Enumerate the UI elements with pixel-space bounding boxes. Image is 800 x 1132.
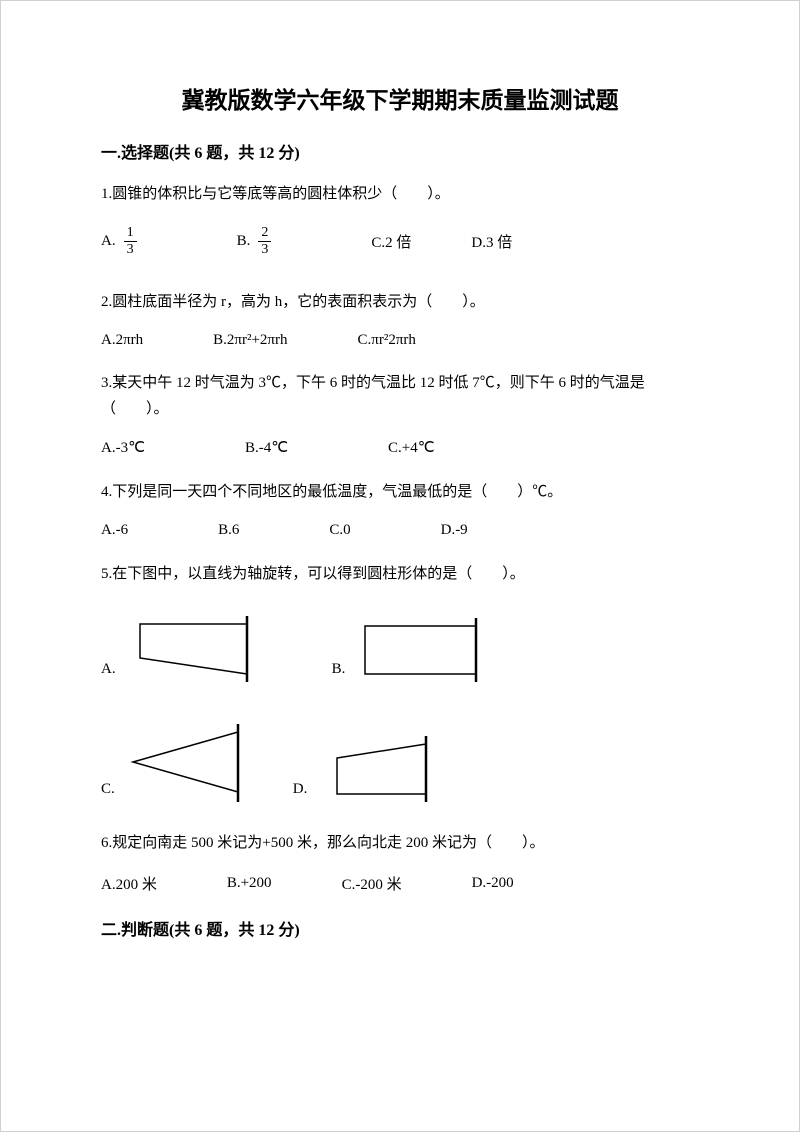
q1-option-c: C.2 倍 [371,231,411,252]
q5-shape-a: A. [101,616,252,682]
q1-option-a: A. 1 3 [101,226,137,257]
q1-options: A. 1 3 B. 2 3 C.2 倍 D.3 倍 [101,226,699,257]
q2-option-a: A.2πrh [101,332,143,349]
q6-option-d: D.-200 [472,875,514,892]
fraction-1-3: 1 3 [124,226,137,257]
q3-option-b: B.-4℃ [245,438,288,457]
q6-text: 6.规定向南走 500 米记为+500 米，那么向北走 200 米记为（ ）。 [101,830,699,857]
q3-option-a: A.-3℃ [101,438,145,457]
q6-option-c: C.-200 米 [342,873,402,894]
page-title: 冀教版数学六年级下学期期末质量监测试题 [101,81,699,115]
fraction-den: 3 [124,242,137,257]
fraction-2-3: 2 3 [258,226,271,257]
q4-option-c: C.0 [329,522,350,539]
q3-option-c: C.+4℃ [388,438,435,457]
q4-option-d: D.-9 [441,522,468,539]
q1-option-d: D.3 倍 [471,231,512,252]
q5-text: 5.在下图中，以直线为轴旋转，可以得到圆柱形体的是（ ）。 [101,561,699,588]
section-2-heading: 二.判断题(共 6 题，共 12 分) [101,916,699,940]
section-1-heading: 一.选择题(共 6 题，共 12 分) [101,139,699,163]
q5-shape-a-label: A. [101,661,116,682]
q2-options: A.2πrh B.2πr²+2πrh C.πr²2πrh [101,332,699,349]
fraction-num: 2 [258,226,271,242]
fraction-den: 3 [258,242,271,257]
q5-shape-c: C. [101,724,243,802]
q1-option-b-label: B. [237,233,251,250]
q6-option-b: B.+200 [227,875,272,892]
exam-page: 冀教版数学六年级下学期期末质量监测试题 一.选择题(共 6 题，共 12 分) … [0,0,800,1132]
q1-option-a-label: A. [101,233,116,250]
q1-text: 1.圆锥的体积比与它等底等高的圆柱体积少（ ）。 [101,181,699,208]
trapezoid-icon [122,616,252,682]
triangle-flag-icon [121,724,243,802]
q6-option-a: A.200 米 [101,873,157,894]
q4-option-a: A.-6 [101,522,128,539]
q5-shapes: A. B. C. [101,616,699,802]
q5-shape-d-label: D. [293,781,308,802]
fraction-num: 1 [124,226,137,242]
q4-text: 4.下列是同一天四个不同地区的最低温度，气温最低的是（ ）℃。 [101,479,699,506]
q5-shape-row-1: A. B. [101,616,699,682]
q4-option-b: B.6 [218,522,239,539]
q3-text: 3.某天中午 12 时气温为 3℃，下午 6 时的气温比 12 时低 7℃，则下… [101,371,699,422]
q2-option-c: C.πr²2πrh [358,332,416,349]
q5-shape-b: B. [332,618,482,682]
q5-shape-c-label: C. [101,781,115,802]
q1-option-b: B. 2 3 [237,226,272,257]
q6-options: A.200 米 B.+200 C.-200 米 D.-200 [101,873,699,894]
q5-shape-d: D. [293,736,432,802]
q5-shape-row-2: C. D. [101,724,699,802]
q4-options: A.-6 B.6 C.0 D.-9 [101,522,699,539]
q3-options: A.-3℃ B.-4℃ C.+4℃ [101,438,699,457]
q2-text: 2.圆柱底面半径为 r，高为 h，它的表面积表示为（ ）。 [101,289,699,316]
trapezoid-icon [313,736,431,802]
q2-option-b: B.2πr²+2πrh [213,332,287,349]
q5-shape-b-label: B. [332,661,346,682]
rectangle-icon [351,618,481,682]
